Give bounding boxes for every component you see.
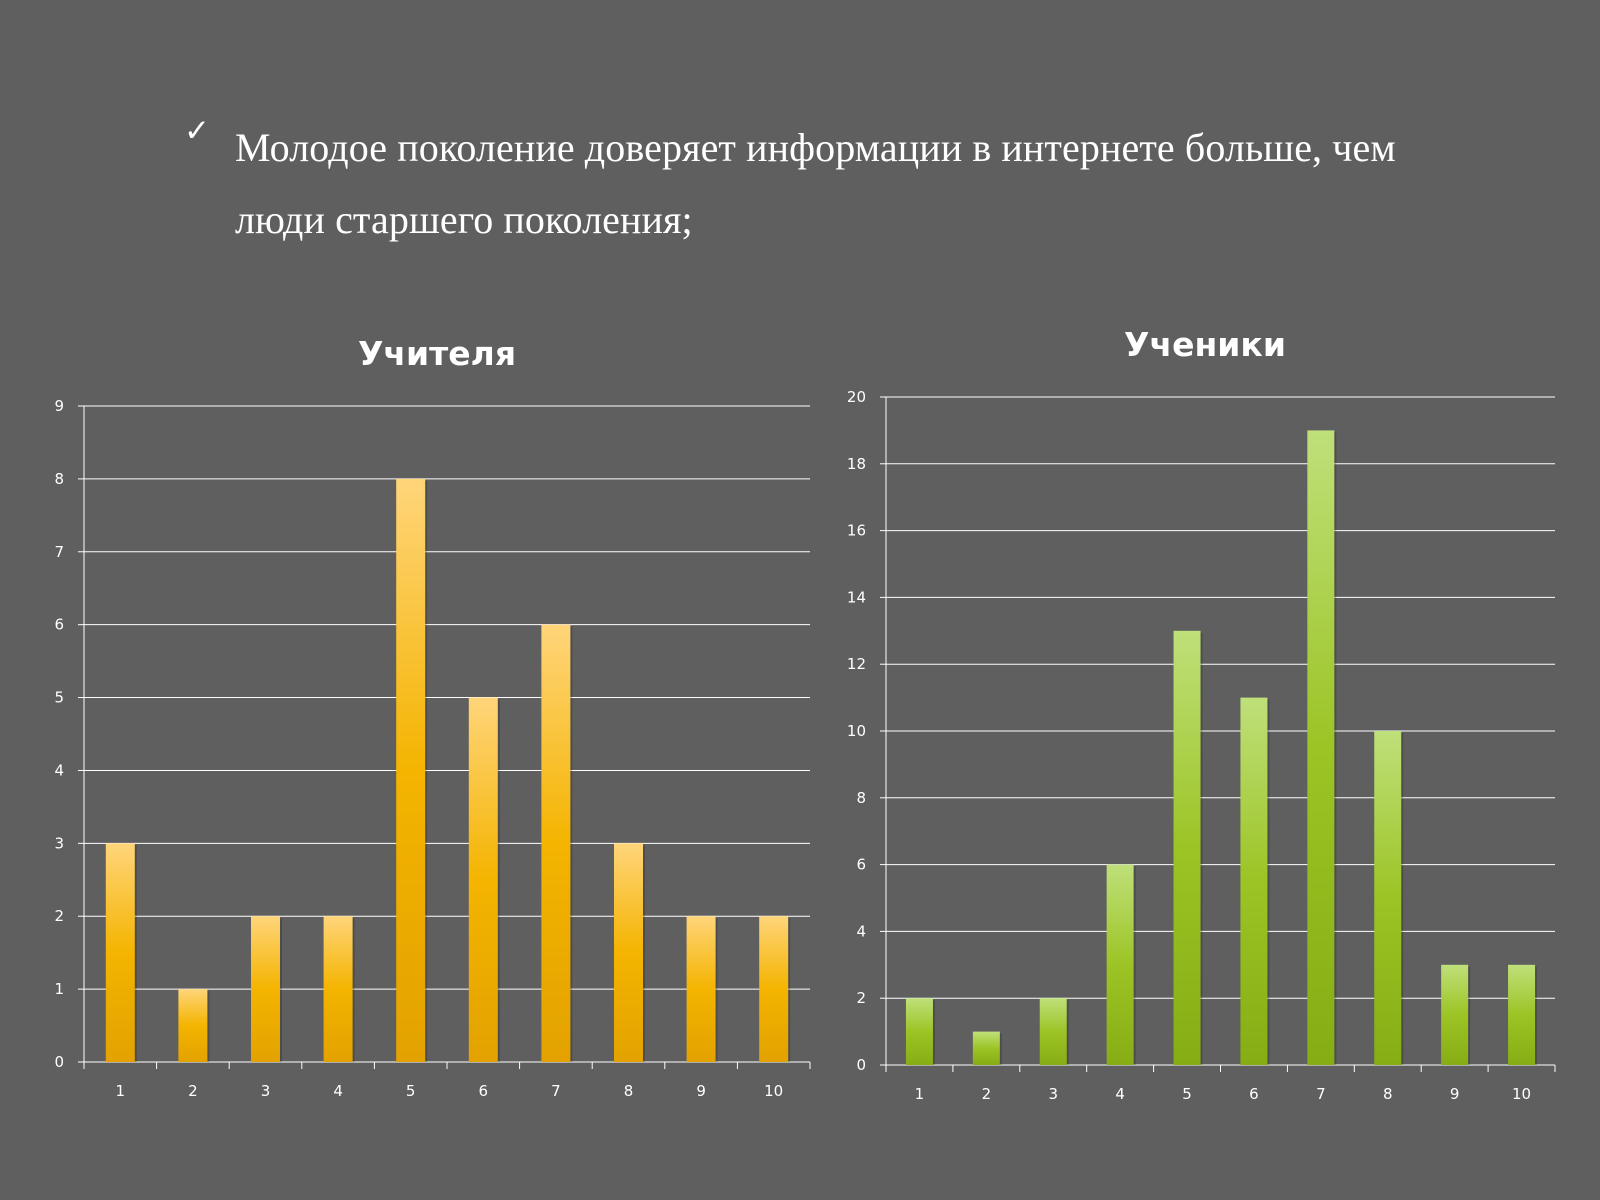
students-bar bbox=[905, 998, 933, 1065]
students-y-tick-label: 20 bbox=[847, 388, 866, 406]
teachers-bar bbox=[759, 916, 789, 1062]
teachers-bar bbox=[541, 624, 571, 1062]
teachers-y-tick-label: 0 bbox=[54, 1053, 64, 1071]
teachers-x-tick-label: 6 bbox=[479, 1082, 489, 1100]
students-x-tick-label: 8 bbox=[1383, 1085, 1393, 1103]
teachers-bar bbox=[614, 843, 643, 1062]
students-x-tick-label: 5 bbox=[1182, 1085, 1192, 1103]
teachers-x-tick-label: 1 bbox=[116, 1082, 126, 1100]
teachers-x-tick-label: 2 bbox=[188, 1082, 198, 1100]
teachers-y-tick-label: 6 bbox=[54, 616, 64, 634]
teachers-x-tick-label: 9 bbox=[696, 1082, 706, 1100]
teachers-x-tick-label: 10 bbox=[764, 1082, 783, 1100]
teachers-bar bbox=[396, 478, 426, 1062]
teachers-x-tick-label: 3 bbox=[261, 1082, 271, 1100]
teachers-y-tick-label: 3 bbox=[54, 834, 64, 852]
teachers-y-tick-label: 8 bbox=[54, 470, 64, 488]
students-x-tick-label: 2 bbox=[982, 1085, 992, 1103]
students-x-tick-label: 7 bbox=[1316, 1085, 1326, 1103]
checkmark-icon: ✓ bbox=[184, 113, 210, 149]
students-x-tick-label: 4 bbox=[1115, 1085, 1125, 1103]
students-x-tick-label: 9 bbox=[1450, 1085, 1460, 1103]
teachers-y-tick-label: 4 bbox=[54, 761, 64, 779]
students-y-tick-label: 8 bbox=[856, 789, 866, 807]
teachers-y-tick-label: 5 bbox=[54, 689, 64, 707]
students-y-tick-label: 6 bbox=[856, 856, 866, 874]
teachers-chart: Учителя 0 1 2 3 4 5 6 7 8 9 1 2 3 4 5 6 7 8 9 10 bbox=[54, 334, 811, 1100]
students-chart-title: Ученики bbox=[1124, 325, 1286, 364]
students-y-tick-label: 12 bbox=[847, 655, 866, 673]
teachers-y-tick-label: 1 bbox=[54, 980, 64, 998]
students-bar bbox=[972, 1031, 1000, 1065]
students-y-tick-label: 0 bbox=[856, 1056, 866, 1074]
students-bar bbox=[1374, 731, 1402, 1065]
students-x-tick-label: 3 bbox=[1048, 1085, 1058, 1103]
bullet-text: Молодое поколение доверяет информации в … bbox=[235, 125, 1396, 242]
students-bar bbox=[1173, 630, 1201, 1065]
students-bar bbox=[1441, 964, 1469, 1065]
students-x-tick-label: 6 bbox=[1249, 1085, 1259, 1103]
teachers-x-tick-label: 8 bbox=[624, 1082, 634, 1100]
teachers-x-tick-label: 7 bbox=[551, 1082, 561, 1100]
teachers-y-tick-label: 2 bbox=[54, 907, 64, 925]
teachers-chart-title: Учителя bbox=[358, 334, 516, 373]
teachers-x-tick-label: 4 bbox=[333, 1082, 343, 1100]
students-bar bbox=[1106, 864, 1134, 1065]
students-y-tick-label: 2 bbox=[856, 989, 866, 1007]
teachers-y-tick-label: 9 bbox=[54, 397, 64, 415]
teachers-bar bbox=[468, 697, 498, 1062]
students-y-tick-label: 16 bbox=[847, 522, 866, 540]
teachers-bar bbox=[251, 916, 280, 1062]
teachers-x-tick-label: 5 bbox=[406, 1082, 416, 1100]
students-y-tick-label: 4 bbox=[856, 922, 866, 940]
students-y-tick-label: 14 bbox=[847, 588, 866, 606]
students-y-tick-label: 18 bbox=[847, 455, 866, 473]
students-y-tick-label: 10 bbox=[847, 722, 866, 740]
teachers-bar bbox=[178, 989, 208, 1062]
teachers-bar bbox=[105, 843, 135, 1062]
students-x-tick-label: 1 bbox=[915, 1085, 925, 1103]
students-bar bbox=[1307, 430, 1335, 1065]
students-bar bbox=[1508, 964, 1536, 1065]
teachers-bar bbox=[323, 916, 353, 1062]
teachers-y-tick-label: 7 bbox=[54, 543, 64, 561]
students-bar bbox=[1039, 998, 1067, 1065]
students-x-tick-label: 10 bbox=[1512, 1085, 1531, 1103]
teachers-bar bbox=[686, 916, 716, 1062]
students-bar bbox=[1240, 697, 1268, 1065]
